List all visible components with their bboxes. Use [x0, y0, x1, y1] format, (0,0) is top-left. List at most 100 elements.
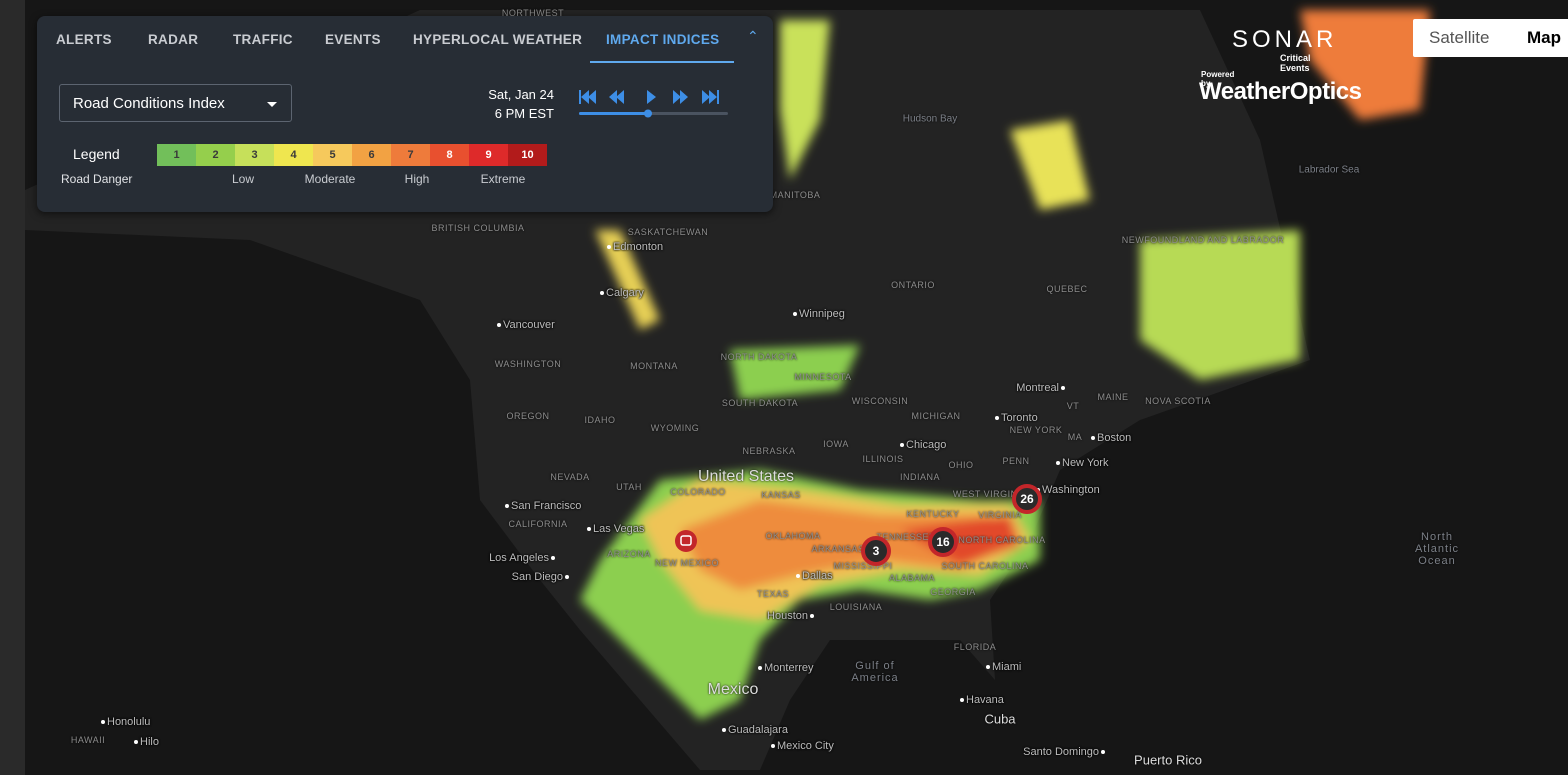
event-cluster[interactable]: 3	[861, 536, 891, 566]
region-label: Hudson Bay	[902, 113, 958, 125]
legend-level-name: Extreme	[480, 172, 526, 186]
city-label: Santo Domingo	[1023, 746, 1099, 758]
city-dot	[551, 556, 555, 560]
region-label: NEBRASKA	[742, 446, 796, 456]
map-type-toggle: Satellite Map	[1413, 19, 1568, 57]
region-label: INDIANA	[899, 472, 941, 482]
city-label: Las Vegas	[593, 523, 645, 535]
brand-name: SONAR	[1232, 26, 1338, 53]
city-dot	[1091, 436, 1095, 440]
play-button[interactable]	[647, 90, 656, 104]
city-label: Calgary	[606, 287, 644, 299]
city-label: Mexico City	[777, 740, 834, 752]
region-label: COLORADO	[670, 487, 726, 497]
tab[interactable]: RADAR	[148, 32, 199, 47]
city-label: Monterrey	[764, 662, 814, 674]
city-label: Vancouver	[503, 319, 555, 331]
city-label: San Diego	[511, 571, 563, 583]
city-label: Miami	[992, 661, 1022, 673]
city-dot	[960, 698, 964, 702]
region-label: NEW YORK	[1009, 425, 1063, 435]
region-label: QUEBEC	[1046, 284, 1088, 294]
region-label: NORTHWEST	[501, 8, 565, 18]
legend-level: 10	[508, 144, 547, 166]
back-button[interactable]	[609, 90, 624, 104]
partner-logo: WeatherOptics	[1199, 78, 1362, 105]
vehicle-icon	[675, 530, 697, 552]
city-dot	[587, 527, 591, 531]
slider-knob[interactable]	[644, 109, 652, 118]
tab[interactable]: IMPACT INDICES	[606, 32, 720, 47]
city-label: Hilo	[140, 736, 159, 748]
powered-by: Powered by	[1201, 70, 1235, 88]
legend-level: 8	[430, 144, 469, 166]
legend-level-name: High	[404, 172, 430, 186]
city-dot	[134, 740, 138, 744]
first-button[interactable]	[579, 90, 596, 104]
city-label: Boston	[1097, 432, 1132, 444]
last-button[interactable]	[702, 90, 719, 104]
event-cluster[interactable]: 26	[1012, 484, 1042, 514]
region-label: IDAHO	[584, 415, 616, 425]
city-label: San Francisco	[511, 500, 582, 512]
time: 6 PM EST	[494, 106, 554, 121]
region-label: North Atlantic Ocean	[1414, 531, 1460, 567]
tab[interactable]: HYPERLOCAL WEATHER	[413, 32, 583, 47]
region-label: ONTARIO	[891, 280, 935, 290]
region-label: Puerto Rico	[1134, 752, 1202, 768]
region-label: United States	[697, 468, 795, 485]
region-label: NEWFOUNDLAND AND LABRADOR	[1121, 235, 1285, 245]
collapse-button[interactable]: ⌃	[747, 28, 759, 44]
city-label: Toronto	[1001, 412, 1038, 424]
region-label: PENN	[1002, 456, 1030, 466]
tab[interactable]: TRAFFIC	[233, 32, 293, 47]
region-label: Cuba	[984, 711, 1016, 727]
region-label: ARIZONA	[607, 549, 651, 559]
city-dot	[900, 443, 904, 447]
region-label: MISSISSIPPI	[833, 561, 893, 571]
region-label: NORTH DAKOTA	[720, 352, 798, 362]
forward-button[interactable]	[673, 90, 688, 104]
region-label: ILLINOIS	[862, 454, 904, 464]
region-label: MAINE	[1097, 392, 1129, 402]
region-label: CALIFORNIA	[508, 519, 568, 529]
map-type-button[interactable]: Satellite	[1429, 28, 1490, 47]
playback-controls	[579, 90, 728, 118]
region-label: NEVADA	[550, 472, 590, 482]
city-label: Havana	[966, 694, 1004, 706]
city-label: Washington	[1042, 484, 1100, 496]
legend-level: 6	[352, 144, 391, 166]
city-label: Edmonton	[613, 241, 664, 253]
city-dot	[986, 665, 990, 669]
legend-level: 3	[235, 144, 274, 166]
region-label: Gulf of America	[851, 660, 899, 684]
region-label: VIRGINIA	[978, 510, 1022, 520]
region-label: SOUTH DAKOTA	[721, 398, 799, 408]
index-dropdown[interactable]: Road Conditions Index	[59, 84, 292, 122]
control-panel: ALERTS RADAR TRAFFIC EVENTS HYPERLOCAL WEATH…	[37, 16, 773, 212]
city-dot	[600, 291, 604, 295]
region-label: OREGON	[506, 411, 550, 421]
region-label: BRITISH COLUMBIA	[431, 223, 525, 233]
event-cluster[interactable]: 16	[928, 527, 958, 557]
legend-level: 7	[391, 144, 430, 166]
region-label: WEST VIRGINIA	[952, 489, 1028, 499]
city-label: Montreal	[1016, 382, 1059, 394]
city-dot	[497, 323, 501, 327]
region-label: TEXAS	[756, 589, 790, 599]
region-label: FLORIDA	[953, 642, 997, 652]
city-label: New York	[1062, 457, 1109, 469]
map-type-button[interactable]: Map	[1527, 28, 1561, 47]
region-label: SOUTH CAROLINA	[941, 561, 1029, 571]
region-label: NORTH CAROLINA	[958, 535, 1046, 545]
region-label: WISCONSIN	[851, 396, 909, 406]
active-tab-underline	[590, 61, 734, 63]
city-dot	[722, 728, 726, 732]
city-dot	[796, 574, 800, 578]
city-dot	[758, 666, 762, 670]
city-dot	[995, 416, 999, 420]
city-dot	[101, 720, 105, 724]
tab[interactable]: EVENTS	[325, 32, 381, 47]
tab[interactable]: ALERTS	[56, 32, 112, 47]
